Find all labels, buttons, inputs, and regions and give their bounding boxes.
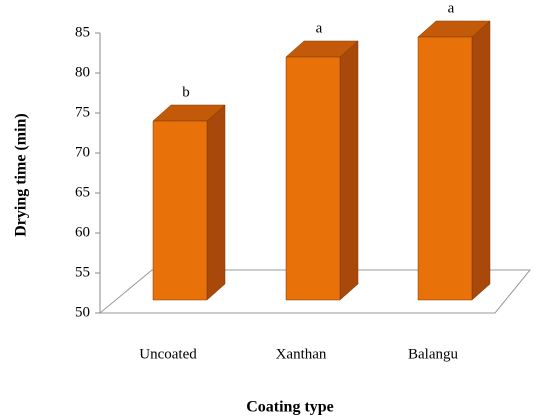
x-tick-label: Balangu bbox=[408, 346, 458, 362]
x-tick-label: Xanthan bbox=[276, 346, 327, 362]
bar bbox=[152, 104, 226, 301]
bar bbox=[285, 40, 359, 301]
bar bbox=[417, 20, 491, 301]
x-tick-label: Uncoated bbox=[139, 346, 197, 362]
y-tick-label: 80 bbox=[75, 64, 90, 80]
y-tick-label: 65 bbox=[75, 184, 90, 200]
annotation: a bbox=[448, 0, 455, 16]
y-tick-label: 70 bbox=[75, 144, 90, 160]
y-tick-label: 85 bbox=[75, 24, 90, 40]
x-axis-title: Coating type bbox=[246, 399, 334, 416]
y-axis-title: Drying time (min) bbox=[13, 113, 30, 237]
y-tick-label: 75 bbox=[75, 104, 90, 120]
y-tick-label: 55 bbox=[75, 264, 90, 280]
annotation: b bbox=[182, 84, 190, 100]
y-tick-label: 60 bbox=[75, 224, 90, 240]
annotation: a bbox=[316, 20, 323, 36]
y-tick-label: 50 bbox=[75, 304, 90, 320]
